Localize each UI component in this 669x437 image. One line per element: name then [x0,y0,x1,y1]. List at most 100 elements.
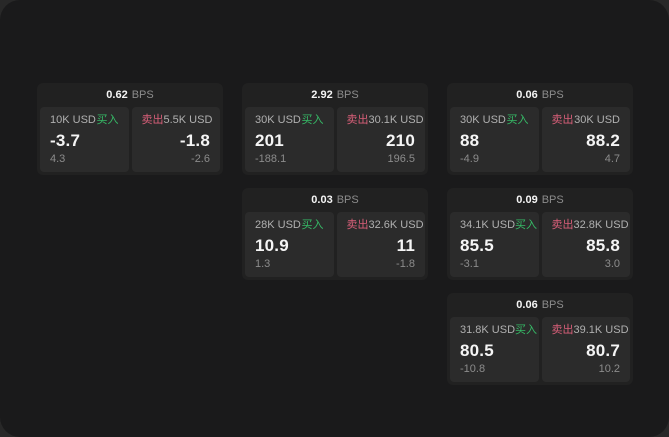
spread-header: 0.03 BPS [245,188,425,212]
buy-change: -10.8 [460,363,486,375]
bps-unit-label: BPS [336,193,359,206]
spread-value: 0.03 [311,193,333,206]
sell-side-label: 卖出 [551,219,574,231]
spread-value: 0.62 [106,88,128,101]
buy-tile-header: 30K USD 买入 [255,115,324,126]
quote-card: 0.06 BPS 30K USD 买入 88 -4.9 卖出 30K USD [447,83,633,175]
bid-ask-panels: 10K USD 买入 -3.7 4.3 卖出 5.5K USD -1.8 -2.… [40,107,220,172]
buy-amount: 30K USD [460,114,506,126]
sell-change: -1.8 [396,258,415,270]
buy-amount: 30K USD [255,114,301,126]
sell-amount: 39.1K USD [573,324,629,336]
buy-tile-header: 30K USD 买入 [460,115,529,126]
buy-side-label: 买入 [506,114,529,126]
buy-price: 85.5 [460,235,494,255]
buy-side-label: 买入 [301,219,324,231]
buy-amount: 28K USD [255,219,301,231]
sell-tile[interactable]: 卖出 30.1K USD 210 196.5 [336,107,425,172]
buy-side-label: 买入 [96,114,119,126]
sell-amount: 32.6K USD [368,219,424,231]
spread-header: 0.06 BPS [450,83,630,107]
sell-price: 88.2 [586,130,620,150]
buy-price: -3.7 [50,130,81,150]
sell-side-label: 卖出 [551,324,574,336]
buy-price: 80.5 [460,340,494,360]
spread-header: 0.06 BPS [450,293,630,317]
spread-value: 2.92 [311,88,333,101]
sell-side-label: 卖出 [141,114,164,126]
quote-card: 0.09 BPS 34.1K USD 买入 85.5 -3.1 卖出 32.8K… [447,188,633,280]
buy-change: -3.1 [460,258,479,270]
sell-tile-header: 卖出 39.1K USD [551,324,629,336]
bps-unit-label: BPS [131,88,154,101]
sell-tile[interactable]: 卖出 5.5K USD -1.8 -2.6 [131,107,220,172]
bid-ask-panels: 31.8K USD 买入 80.5 -10.8 卖出 39.1K USD 80.… [450,317,630,382]
sell-change: 10.2 [598,363,620,375]
buy-tile[interactable]: 30K USD 买入 88 -4.9 [450,107,539,172]
buy-side-label: 买入 [301,114,324,126]
buy-tile[interactable]: 28K USD 买入 10.9 1.3 [245,212,334,277]
sell-price: -1.8 [179,130,210,150]
sell-tile[interactable]: 卖出 39.1K USD 80.7 10.2 [541,317,630,382]
quote-card-grid: 0.62 BPS 10K USD 买入 -3.7 4.3 卖出 5.5K USD [37,83,633,385]
buy-tile-header: 34.1K USD 买入 [460,219,537,231]
sell-price: 80.7 [586,340,620,360]
buy-side-label: 买入 [515,219,538,231]
sell-price: 11 [396,235,415,255]
bps-unit-label: BPS [336,88,359,101]
buy-tile[interactable]: 31.8K USD 买入 80.5 -10.8 [450,317,539,382]
sell-amount: 5.5K USD [163,114,213,126]
sell-tile[interactable]: 卖出 32.6K USD 11 -1.8 [336,212,425,277]
buy-tile-header: 28K USD 买入 [255,220,324,231]
bps-unit-label: BPS [541,193,564,206]
sell-amount: 32.8K USD [573,219,629,231]
spread-header: 2.92 BPS [245,83,425,107]
sell-change: 196.5 [387,153,415,165]
quote-card: 0.03 BPS 28K USD 买入 10.9 1.3 卖出 32.6K US… [242,188,428,280]
sell-tile-header: 卖出 5.5K USD [141,114,213,126]
buy-change: 1.3 [255,258,271,270]
buy-tile[interactable]: 30K USD 买入 201 -188.1 [245,107,334,172]
bps-unit-label: BPS [541,88,564,101]
sell-tile[interactable]: 卖出 32.8K USD 85.8 3.0 [541,212,630,277]
buy-change: -188.1 [255,153,287,165]
spread-header: 0.62 BPS [40,83,220,107]
sell-tile[interactable]: 卖出 30K USD 88.2 4.7 [541,107,630,172]
sell-change: 4.7 [604,153,620,165]
buy-tile[interactable]: 10K USD 买入 -3.7 4.3 [40,107,129,172]
spread-value: 0.06 [516,88,538,101]
buy-amount: 31.8K USD [460,324,516,336]
buy-change: -4.9 [460,153,479,165]
buy-tile-header: 31.8K USD 买入 [460,324,537,336]
bps-unit-label: BPS [541,298,564,311]
sell-side-label: 卖出 [551,114,574,126]
buy-change: 4.3 [50,153,66,165]
sell-tile-header: 卖出 32.6K USD [346,219,424,231]
sell-change: -2.6 [191,153,210,165]
bid-ask-panels: 28K USD 买入 10.9 1.3 卖出 32.6K USD 11 -1.8 [245,212,425,277]
quote-card: 0.06 BPS 31.8K USD 买入 80.5 -10.8 卖出 39.1… [447,293,633,385]
buy-tile[interactable]: 34.1K USD 买入 85.5 -3.1 [450,212,539,277]
sell-side-label: 卖出 [346,114,369,126]
quote-card: 2.92 BPS 30K USD 买入 201 -188.1 卖出 30.1K … [242,83,428,175]
buy-price: 88 [460,130,480,150]
sell-tile-header: 卖出 32.8K USD [551,219,629,231]
sell-tile-header: 卖出 30.1K USD [346,114,424,126]
spread-value: 0.09 [516,193,538,206]
sell-amount: 30.1K USD [368,114,424,126]
buy-amount: 10K USD [50,114,96,126]
sell-tile-header: 卖出 30K USD [552,115,621,126]
buy-side-label: 买入 [515,324,538,336]
spread-header: 0.09 BPS [450,188,630,212]
bid-ask-panels: 30K USD 买入 88 -4.9 卖出 30K USD 88.2 4.7 [450,107,630,172]
buy-amount: 34.1K USD [460,219,516,231]
buy-tile-header: 10K USD 买入 [50,115,119,126]
bid-ask-panels: 30K USD 买入 201 -188.1 卖出 30.1K USD 210 1… [245,107,425,172]
sell-amount: 30K USD [574,114,620,126]
spread-value: 0.06 [516,298,538,311]
sell-price: 210 [386,130,415,150]
sell-side-label: 卖出 [346,219,369,231]
bid-ask-panels: 34.1K USD 买入 85.5 -3.1 卖出 32.8K USD 85.8… [450,212,630,277]
